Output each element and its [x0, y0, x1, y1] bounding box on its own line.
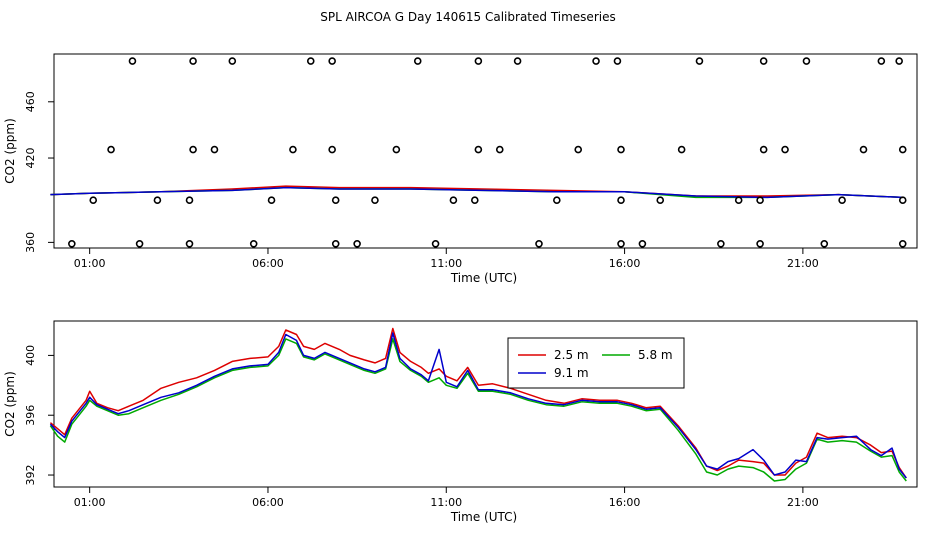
data-point [781, 145, 789, 154]
series-line-2 [50, 186, 903, 199]
data-point [413, 57, 422, 65]
data-point [189, 57, 197, 65]
data-point [677, 145, 686, 154]
data-point [759, 145, 768, 154]
data-point [695, 57, 704, 65]
y-tick-label: 400 [24, 345, 37, 366]
x-tick-label: 01:00 [74, 496, 106, 509]
x-tick-label: 21:00 [787, 496, 819, 509]
data-point [513, 57, 522, 65]
data-point [756, 239, 764, 248]
data-point [574, 145, 583, 154]
data-point [135, 239, 144, 248]
data-point [353, 239, 361, 248]
data-point [638, 239, 647, 248]
data-point [371, 196, 379, 205]
data-point [877, 57, 886, 65]
plot-frame [53, 53, 918, 249]
y-tick-label: 392 [24, 465, 37, 486]
y-axis-label: CO2 (ppm) [3, 371, 17, 437]
x-tick-label: 16:00 [609, 257, 641, 270]
data-point [189, 145, 197, 154]
data-point [656, 196, 665, 205]
data-point [68, 239, 76, 248]
bottom-panel: 01:00 06:00 11:00 16:00 21:00 392 396 400 Time (… [3, 320, 918, 524]
data-point [617, 196, 625, 205]
data-point [859, 145, 868, 154]
x-tick-label: 21:00 [787, 257, 819, 270]
data-point [289, 145, 297, 154]
data-point [592, 57, 600, 65]
legend: 2.5 m 9.1 m 5.8 m [507, 337, 685, 389]
data-point [802, 57, 811, 65]
data-point [898, 145, 907, 154]
data-point [331, 239, 340, 248]
data-point [474, 145, 483, 154]
data-point [838, 196, 846, 205]
data-point [898, 196, 907, 205]
legend-label: 2.5 m [554, 348, 589, 362]
data-point [756, 196, 764, 205]
data-point [328, 57, 336, 65]
legend-label: 9.1 m [554, 366, 589, 380]
data-point [153, 196, 162, 205]
series-line-1 [49, 338, 907, 482]
data-point [331, 196, 340, 205]
data-point [185, 239, 194, 248]
data-point [895, 57, 903, 65]
data-point [717, 239, 725, 248]
chart-title: SPL AIRCOA G Day 140615 Calibrated Times… [320, 10, 615, 24]
data-point [228, 57, 237, 65]
data-point [249, 239, 258, 248]
y-axis-label: CO2 (ppm) [3, 118, 17, 184]
data-point [267, 196, 276, 205]
data-point [185, 196, 194, 205]
x-tick-label: 06:00 [252, 257, 284, 270]
data-point [89, 196, 98, 205]
data-point [734, 196, 743, 205]
y-tick-label: 420 [24, 148, 37, 169]
x-tick-label: 16:00 [609, 496, 641, 509]
data-point [474, 57, 483, 65]
legend-label: 5.8 m [638, 348, 673, 362]
legend-box [507, 337, 685, 389]
x-axis-label: Time (UTC) [450, 271, 517, 285]
data-point [449, 196, 458, 205]
data-point [617, 145, 625, 154]
data-point [431, 239, 440, 248]
data-point [613, 57, 622, 65]
data-point [535, 239, 543, 248]
data-point [617, 239, 625, 248]
data-point [898, 239, 907, 248]
x-tick-label: 11:00 [430, 257, 462, 270]
data-point [759, 57, 768, 65]
plot-frame [53, 320, 918, 488]
data-point [471, 196, 479, 205]
x-tick-label: 11:00 [430, 496, 462, 509]
data-point [210, 145, 219, 154]
series-line-2 [49, 332, 907, 479]
series-line-0 [49, 327, 907, 479]
y-tick-label: 460 [24, 91, 37, 112]
top-panel: 01:00 06:00 11:00 16:00 21:00 360 420 460 Time (… [3, 53, 918, 285]
data-point [553, 196, 561, 205]
x-axis-label: Time (UTC) [450, 510, 517, 524]
data-point [820, 239, 829, 248]
data-point [328, 145, 336, 154]
x-tick-label: 06:00 [252, 496, 284, 509]
x-tick-label: 01:00 [74, 257, 106, 270]
data-point [306, 57, 315, 65]
data-point [392, 145, 401, 154]
y-tick-label: 396 [24, 405, 37, 426]
data-point [495, 145, 504, 154]
data-point [107, 145, 115, 154]
y-tick-label: 360 [24, 232, 37, 253]
data-point [128, 57, 137, 65]
